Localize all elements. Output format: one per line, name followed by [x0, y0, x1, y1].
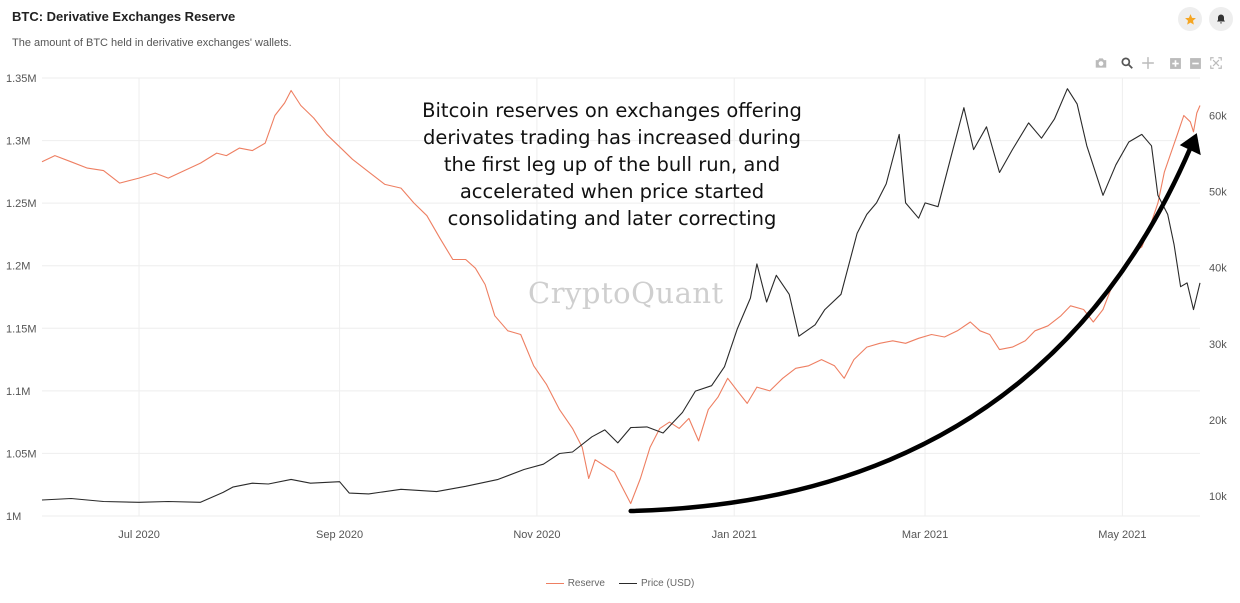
zoom-in-button[interactable] [1167, 55, 1183, 71]
y-right-tick-label: 50k [1209, 186, 1227, 198]
price-line [41, 88, 1201, 503]
star-icon [1184, 13, 1196, 25]
reserve-line [41, 89, 1201, 505]
x-tick-label: Jul 2020 [118, 529, 160, 541]
y-right-tick-label: 30k [1209, 339, 1227, 351]
y-left-tick-label: 1.3M [6, 136, 30, 148]
annotation-line: Bitcoin reserves on exchanges offering [422, 99, 802, 122]
legend-item-price[interactable]: Price (USD) [618, 578, 695, 589]
y-left-tick-label: 1.15M [6, 323, 37, 335]
annotation-arrowhead [1179, 133, 1201, 156]
y-left-tick-label: 1.35M [6, 73, 37, 85]
annotation-line: the first leg up of the bull run, and [443, 153, 781, 176]
legend-label: Reserve [567, 578, 605, 589]
pan-button[interactable] [1140, 55, 1156, 71]
y-right-tick-label: 60k [1209, 110, 1227, 122]
annotation-line: accelerated when price started [459, 180, 765, 203]
favorite-button[interactable] [1178, 7, 1202, 31]
pan-icon [1142, 57, 1154, 69]
zoom-in-icon [1169, 57, 1181, 69]
x-tick-label: Sep 2020 [316, 529, 363, 541]
y-right-tick-label: 40k [1209, 263, 1227, 275]
download-image-button[interactable] [1093, 55, 1109, 71]
x-tick-label: Mar 2021 [902, 529, 948, 541]
watermark: CryptoQuant [528, 276, 724, 310]
price-swatch [618, 583, 637, 584]
y-right-tick-label: 20k [1209, 415, 1227, 427]
zoom-out-button[interactable] [1187, 55, 1203, 71]
autoscale-icon [1210, 57, 1222, 69]
legend-item-reserve[interactable]: Reserve [545, 578, 605, 589]
bell-icon [1217, 14, 1225, 24]
zoom-out-icon [1189, 57, 1201, 69]
y-left-tick-label: 1.25M [6, 198, 37, 210]
camera-icon [1095, 58, 1107, 68]
legend-label: Price (USD) [640, 578, 695, 589]
y-left-tick-label: 1M [6, 511, 21, 523]
y-left-tick-label: 1.2M [6, 261, 30, 273]
chart-subtitle: The amount of BTC held in derivative exc… [12, 37, 292, 49]
annotation-text: Bitcoin reserves on exchanges offering d… [382, 97, 842, 232]
autoscale-button[interactable] [1208, 55, 1224, 71]
annotation-line: derivates trading has increased during [423, 126, 801, 149]
x-tick-label: May 2021 [1098, 529, 1146, 541]
y-right-tick-label: 10k [1209, 491, 1227, 503]
y-left-tick-label: 1.05M [6, 448, 37, 460]
chart-title: BTC: Derivative Exchanges Reserve [12, 9, 236, 24]
x-tick-label: Nov 2020 [513, 529, 560, 541]
y-left-tick-label: 1.1M [6, 386, 30, 398]
x-tick-label: Jan 2021 [712, 529, 757, 541]
zoom-button[interactable] [1119, 55, 1135, 71]
reserve-swatch [545, 583, 564, 584]
notification-button[interactable] [1209, 7, 1233, 31]
annotation-arrow [628, 144, 1194, 514]
chart-legend: Reserve Price (USD) [0, 578, 1240, 589]
zoom-icon [1121, 57, 1133, 69]
annotation-line: consolidating and later correcting [447, 207, 777, 230]
